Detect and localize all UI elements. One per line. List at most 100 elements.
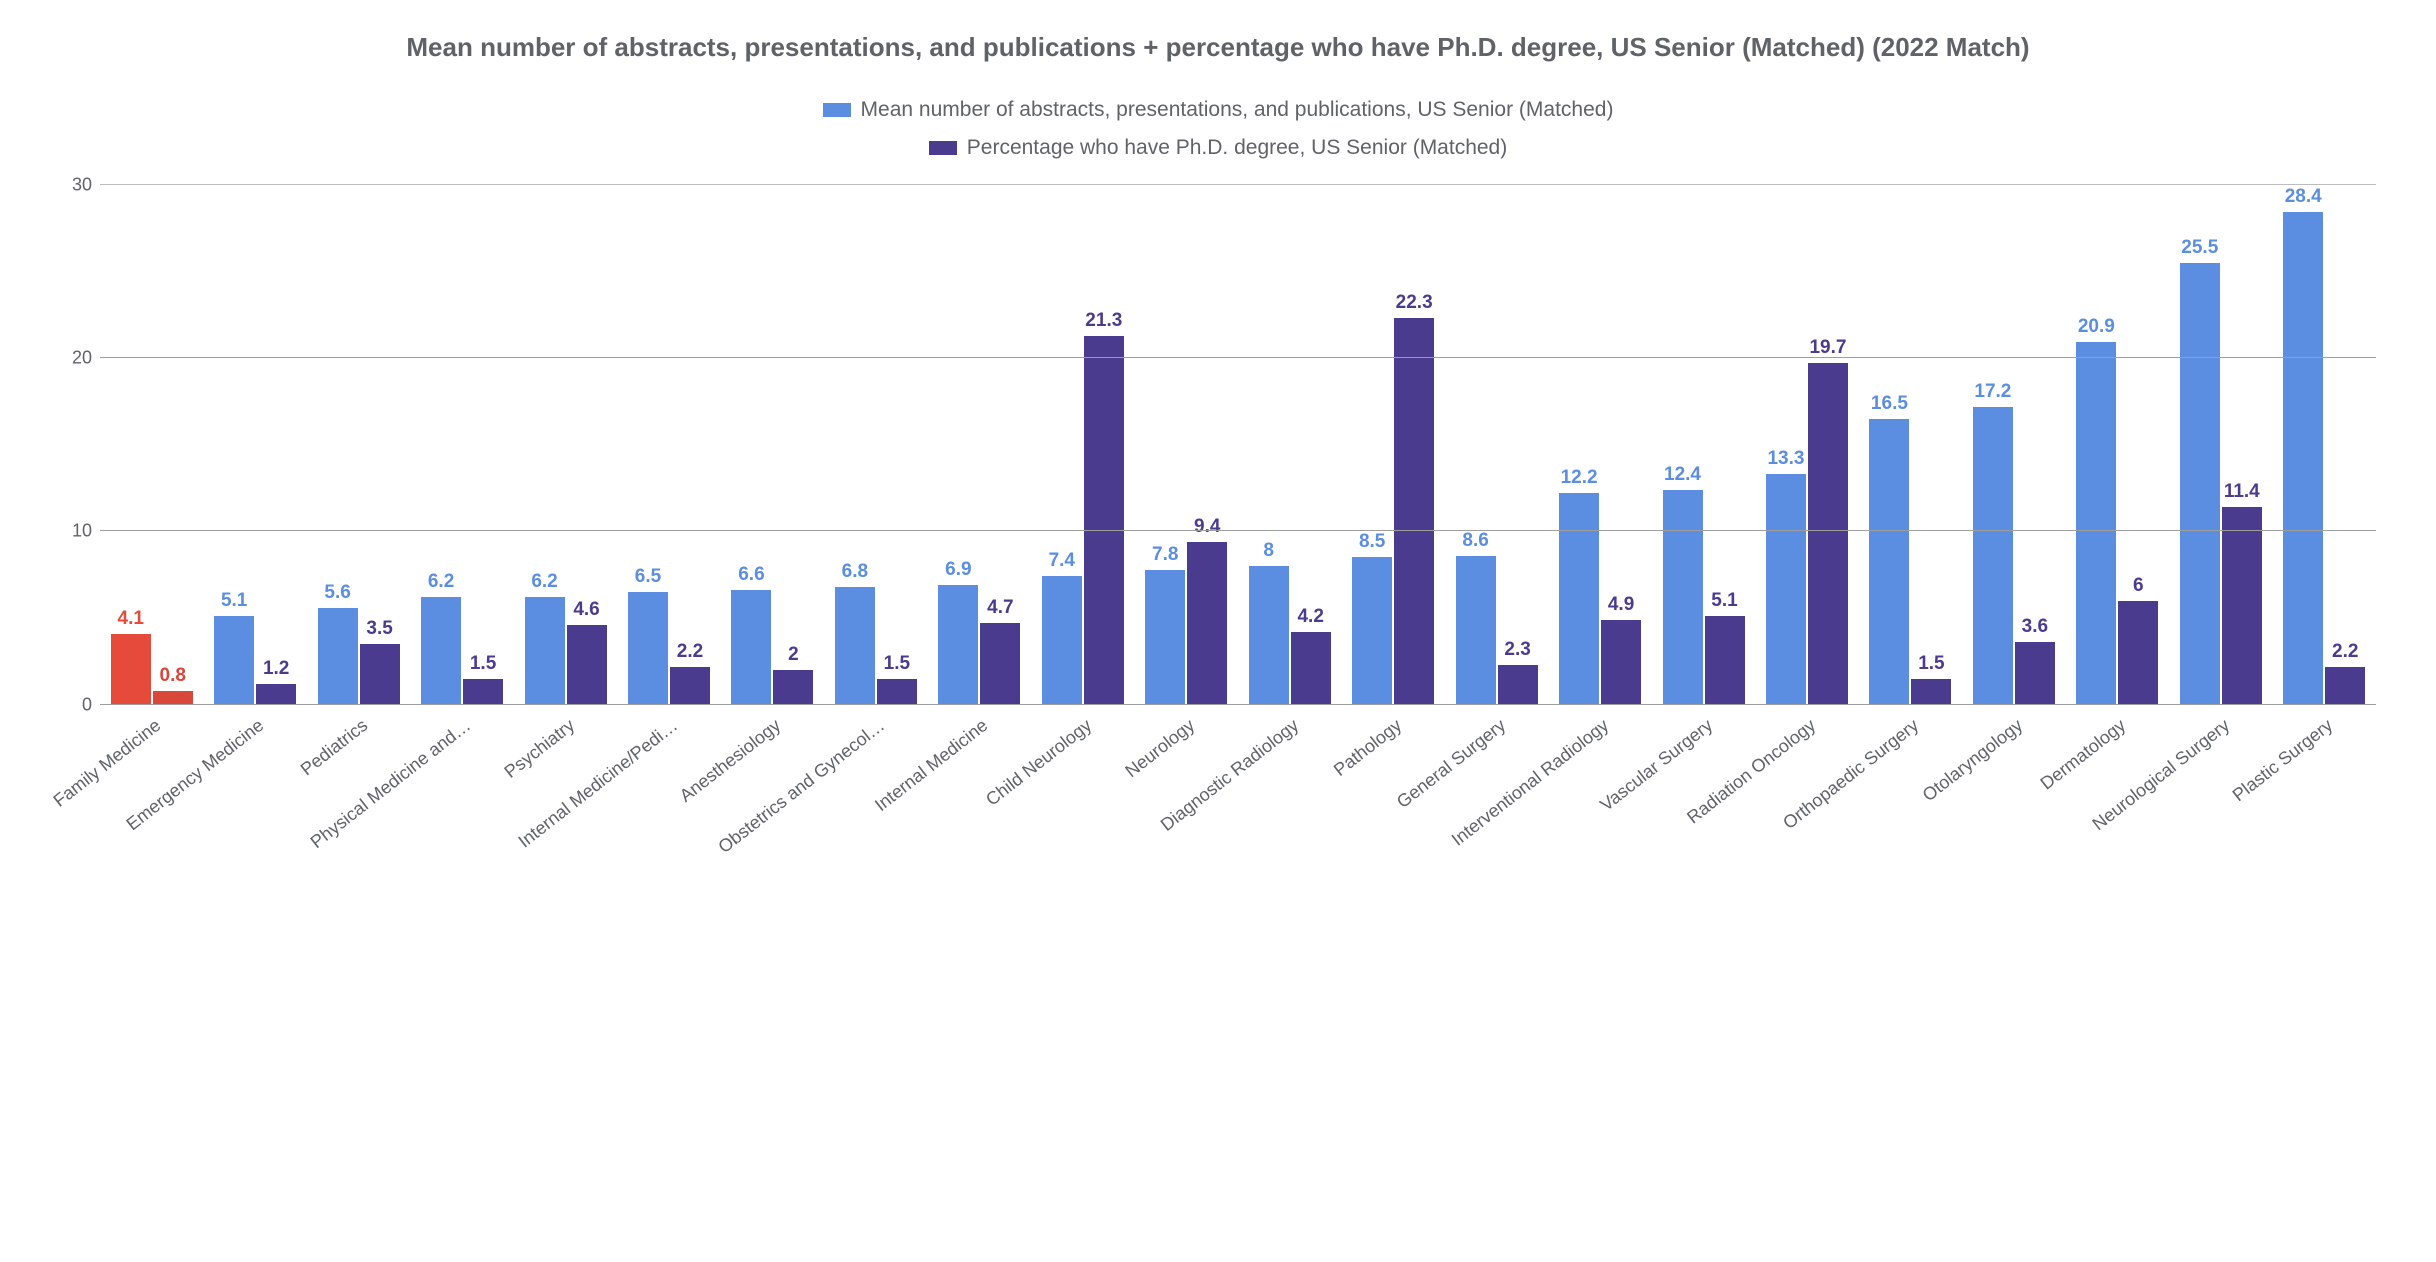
- bar-value-label: 1.5: [884, 653, 910, 675]
- bar-value-label: 2.2: [677, 641, 703, 663]
- bar-value-label: 1.5: [470, 653, 496, 675]
- bar-value-label: 6.5: [635, 566, 661, 588]
- y-tick-label: 30: [58, 174, 92, 195]
- x-label-slot: Plastic Surgery: [2273, 711, 2376, 911]
- x-label-slot: Orthopaedic Surgery: [1859, 711, 1962, 911]
- bar-value-label: 6.2: [428, 571, 454, 593]
- bar-group: 12.45.1: [1652, 185, 1755, 705]
- x-label-slot: Interventional Radiology: [1548, 711, 1651, 911]
- bar-series-b: 0.8: [153, 691, 193, 705]
- bar-series-b: 4.7: [980, 623, 1020, 704]
- x-label-slot: Otolaryngology: [1962, 711, 2065, 911]
- bar-group: 5.1 1.2: [203, 185, 306, 705]
- bar-series-a: 8.6: [1456, 556, 1496, 705]
- bar-value-label: 3.5: [366, 618, 392, 640]
- bar-value-label: 4.6: [573, 599, 599, 621]
- chart-x-axis: Family MedicineEmergency MedicinePediatr…: [100, 711, 2376, 911]
- bar-value-label: 12.2: [1561, 467, 1598, 489]
- bar-series-a: 28.4: [2283, 212, 2323, 704]
- bar-series-a: 6.9: [938, 585, 978, 705]
- bar-series-a: 5.1: [214, 616, 254, 704]
- bar-group: 28.42.2: [2273, 185, 2376, 705]
- bar-value-label: 8: [1263, 540, 1274, 562]
- bar-value-label: 1.2: [263, 658, 289, 680]
- bar-value-label: 25.5: [2181, 237, 2218, 259]
- bar-value-label: 8.5: [1359, 531, 1385, 553]
- bar-value-label: 7.8: [1152, 544, 1178, 566]
- grid-line: [100, 704, 2376, 705]
- bar-series-a: 6.2: [525, 597, 565, 704]
- bar-value-label: 21.3: [1085, 310, 1122, 332]
- bar-series-b: 2.2: [2325, 667, 2365, 705]
- bar-group: 7.89.4: [1135, 185, 1238, 705]
- bar-group: 12.24.9: [1548, 185, 1651, 705]
- bar-series-a: 5.6: [318, 608, 358, 705]
- bar-group: 6.62: [721, 185, 824, 705]
- y-tick-label: 10: [58, 521, 92, 542]
- legend-item-series-b: Percentage who have Ph.D. degree, US Sen…: [929, 129, 1507, 167]
- bar-group: 6.94.7: [928, 185, 1031, 705]
- bar-value-label: 22.3: [1396, 292, 1433, 314]
- bar-group: 8.522.3: [1341, 185, 1444, 705]
- bar-series-b: 1.5: [877, 679, 917, 705]
- bar-series-a: 13.3: [1766, 474, 1806, 705]
- bar-series-b: 6: [2118, 601, 2158, 705]
- bar-series-a: 6.5: [628, 592, 668, 705]
- bar-series-b: 2.2: [670, 667, 710, 705]
- bar-series-b: 11.4: [2222, 507, 2262, 705]
- legend-swatch-b: [929, 141, 957, 155]
- bar-series-a: 12.4: [1663, 490, 1703, 705]
- bar-group: 6.81.5: [824, 185, 927, 705]
- bar-series-b: 19.7: [1808, 363, 1848, 704]
- bar-series-a: 8.5: [1352, 557, 1392, 704]
- bar-series-b: 4.9: [1601, 620, 1641, 705]
- bar-series-b: 3.6: [2015, 642, 2055, 704]
- bar-value-label: 6: [2133, 575, 2144, 597]
- x-label-slot: Diagnostic Radiology: [1238, 711, 1341, 911]
- bar-series-b: 9.4: [1187, 542, 1227, 705]
- bar-group: 13.319.7: [1755, 185, 1858, 705]
- bar-value-label: 19.7: [1809, 337, 1846, 359]
- bar-series-b: 4.2: [1291, 632, 1331, 705]
- bar-group: 20.96: [2066, 185, 2169, 705]
- x-label-slot: Pathology: [1341, 711, 1444, 911]
- bar-group: 17.23.6: [1962, 185, 2065, 705]
- chart-container: Mean number of abstracts, presentations,…: [40, 30, 2396, 911]
- x-label-slot: Internal Medicine/Pedi…: [617, 711, 720, 911]
- x-label-slot: Emergency Medicine: [203, 711, 306, 911]
- x-label-slot: Physical Medicine and…: [410, 711, 513, 911]
- bar-series-b: 2: [773, 670, 813, 705]
- bar-group: 7.4 21.3: [1031, 185, 1134, 705]
- bar-value-label: 6.9: [945, 559, 971, 581]
- bar-value-label: 1.5: [1918, 653, 1944, 675]
- bar-value-label: 4.2: [1297, 606, 1323, 628]
- bar-value-label: 9.4: [1194, 516, 1220, 538]
- bar-series-b: 4.6: [567, 625, 607, 705]
- chart-title: Mean number of abstracts, presentations,…: [40, 30, 2396, 65]
- bar-value-label: 13.3: [1767, 448, 1804, 470]
- grid-line: [100, 530, 2376, 531]
- chart-legend: Mean number of abstracts, presentations,…: [40, 91, 2396, 167]
- bar-series-a: 7.8: [1145, 570, 1185, 705]
- bar-series-b: 22.3: [1394, 318, 1434, 705]
- bar-series-a: 17.2: [1973, 407, 2013, 705]
- chart-bars: 4.10.85.11.25.63.56.21.56.24.66.52.26.62…: [100, 185, 2376, 705]
- bar-group: 25.5 11.4: [2169, 185, 2272, 705]
- bar-series-a: 4.1: [111, 634, 151, 705]
- bar-series-a: 12.2: [1559, 493, 1599, 704]
- grid-line: [100, 184, 2376, 185]
- bar-value-label: 6.2: [531, 571, 557, 593]
- legend-label-a: Mean number of abstracts, presentations,…: [861, 91, 1614, 129]
- y-tick-label: 20: [58, 348, 92, 369]
- bar-value-label: 2.3: [1504, 639, 1530, 661]
- bar-value-label: 5.6: [324, 582, 350, 604]
- legend-label-b: Percentage who have Ph.D. degree, US Sen…: [967, 129, 1507, 167]
- bar-value-label: 5.1: [221, 590, 247, 612]
- bar-value-label: 2: [788, 644, 799, 666]
- bar-value-label: 20.9: [2078, 316, 2115, 338]
- bar-series-a: 7.4: [1042, 576, 1082, 704]
- bar-value-label: 0.8: [160, 665, 186, 687]
- grid-line: [100, 357, 2376, 358]
- bar-series-a: 6.2: [421, 597, 461, 704]
- x-label-slot: Internal Medicine: [928, 711, 1031, 911]
